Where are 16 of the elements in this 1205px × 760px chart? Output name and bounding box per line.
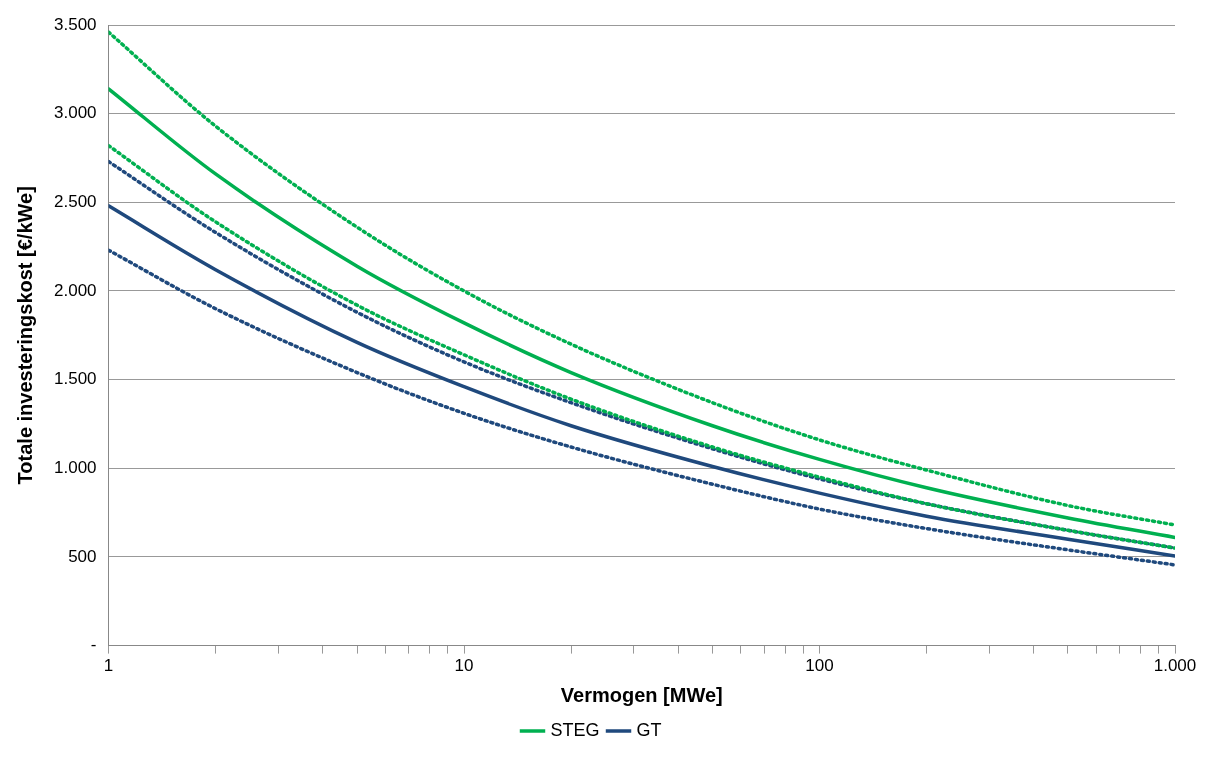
x-tick-label: 10 xyxy=(454,656,474,676)
x-tick-label: 1 xyxy=(103,656,114,676)
y-tick-label: 1.500 xyxy=(53,369,97,389)
x-axis-title: Vermogen [MWe] xyxy=(560,683,723,706)
y-axis-title: Totale investeringskost [€/kWe] xyxy=(13,186,36,485)
y-tick-label: 3.500 xyxy=(53,14,97,34)
x-tick-label: 1.000 xyxy=(1153,656,1197,676)
legend-label: GT xyxy=(636,719,662,740)
legend-label: STEG xyxy=(550,719,600,740)
y-tick-label: 500 xyxy=(68,546,97,566)
y-tick-label: 2.000 xyxy=(53,280,97,300)
y-tick-label: 2.500 xyxy=(53,192,97,211)
y-tick-label: - xyxy=(90,635,97,655)
y-tick-label: 3.000 xyxy=(53,103,97,123)
y-tick-label: 1.000 xyxy=(53,457,97,477)
x-tick-label: 100 xyxy=(805,656,834,676)
